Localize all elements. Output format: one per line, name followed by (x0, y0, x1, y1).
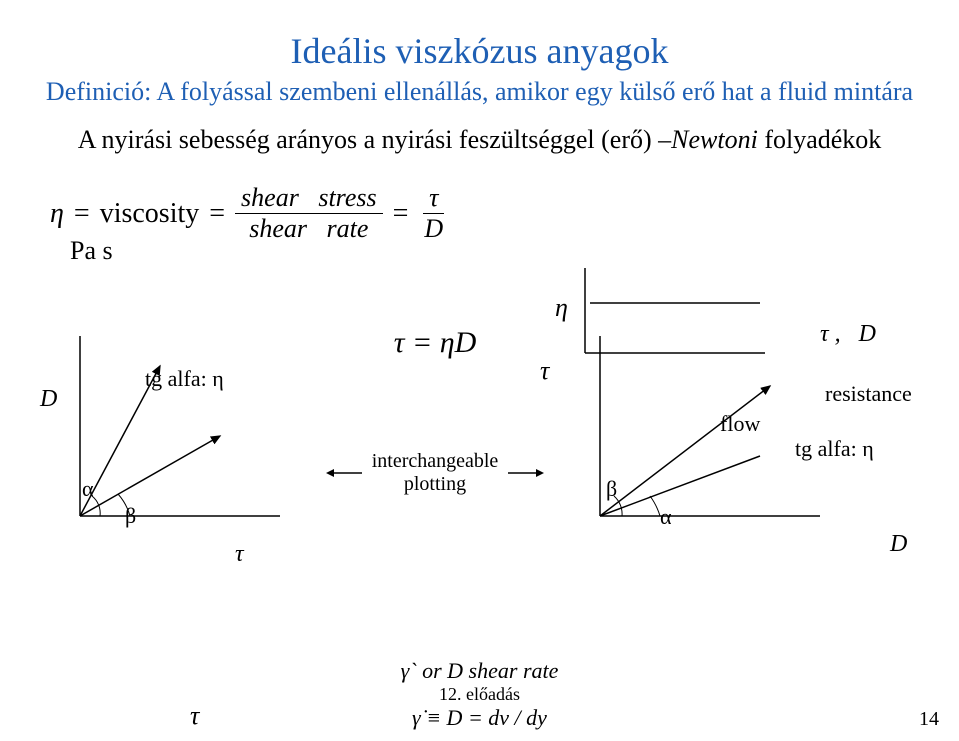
gamma-shear-rate: γ` or D shear rate (401, 658, 559, 683)
gamma-equation: γ̇ ≡ D = dv / dy (200, 705, 759, 731)
left-graph: D tg alfa: η α β τ (40, 316, 300, 551)
left-x-label: τ (235, 541, 244, 568)
arrow-right-icon (506, 466, 546, 480)
eta-symbol: η (50, 198, 64, 230)
right-beta: β (606, 476, 617, 502)
subline: A nyirási sebesség arányos a nyirási fes… (40, 125, 919, 155)
right-tg-label: tg alfa: η (795, 436, 874, 462)
tau-num: τ (423, 185, 444, 214)
d-den: D (418, 214, 449, 242)
shear-fraction: shear stress shear rate (235, 185, 383, 242)
viscosity-equation: η = viscosity = shear stress shear rate … (50, 185, 449, 242)
bottom-graphs-region: D tg alfa: η α β τ τ = ηD interchangeabl… (40, 306, 919, 636)
middle-column: τ = ηD interchangeable plotting (320, 306, 550, 496)
right-x-label: D (890, 531, 907, 558)
foot-tau: τ (190, 701, 199, 730)
left-y-label: D (40, 386, 57, 413)
viscosity-equation-row: η = viscosity = shear stress shear rate … (50, 185, 919, 266)
interchangeable-row: interchangeable plotting (320, 450, 550, 496)
subline-newton: Newtoni (671, 125, 764, 154)
mid-tau-label: τ (540, 356, 549, 386)
right-graph: τ , D flow resistance tg alfa: η β α D (560, 316, 920, 551)
viscosity-word: viscosity (100, 198, 200, 230)
left-alpha: α (82, 476, 94, 502)
right-y-label: τ , D (820, 321, 876, 348)
flow-label: flow (720, 411, 760, 437)
plotting-text: plotting (372, 473, 499, 496)
interchangeable-text: interchangeable (372, 450, 499, 473)
page-number: 14 (919, 708, 939, 730)
eq-sign-1: = (74, 198, 90, 230)
tau-d-fraction: τ D (418, 185, 449, 242)
shear-num: shear stress (235, 185, 383, 214)
definition-text: Definició: A folyással szembeni ellenáll… (40, 76, 919, 107)
shear-den: shear rate (243, 214, 374, 242)
subline-post: folyadékok (764, 125, 881, 154)
left-tg-label: tg alfa: η (145, 366, 224, 392)
eq-sign-2: = (209, 198, 225, 230)
footer: τ γ` or D shear rate 12. előadás γ̇ ≡ D … (0, 658, 959, 731)
eq-sign-3: = (393, 198, 409, 230)
resistance-label: resistance (825, 381, 912, 407)
subline-pre: A nyirási sebesség arányos a nyirási fes… (78, 125, 671, 154)
tau-eq: τ = ηD (320, 326, 550, 360)
lecture-label: 12. előadás (200, 684, 759, 705)
left-beta: β (125, 503, 136, 529)
right-alpha: α (660, 504, 672, 530)
page-title: Ideális viszkózus anyagok (40, 30, 919, 72)
arrow-left-icon (324, 466, 364, 480)
